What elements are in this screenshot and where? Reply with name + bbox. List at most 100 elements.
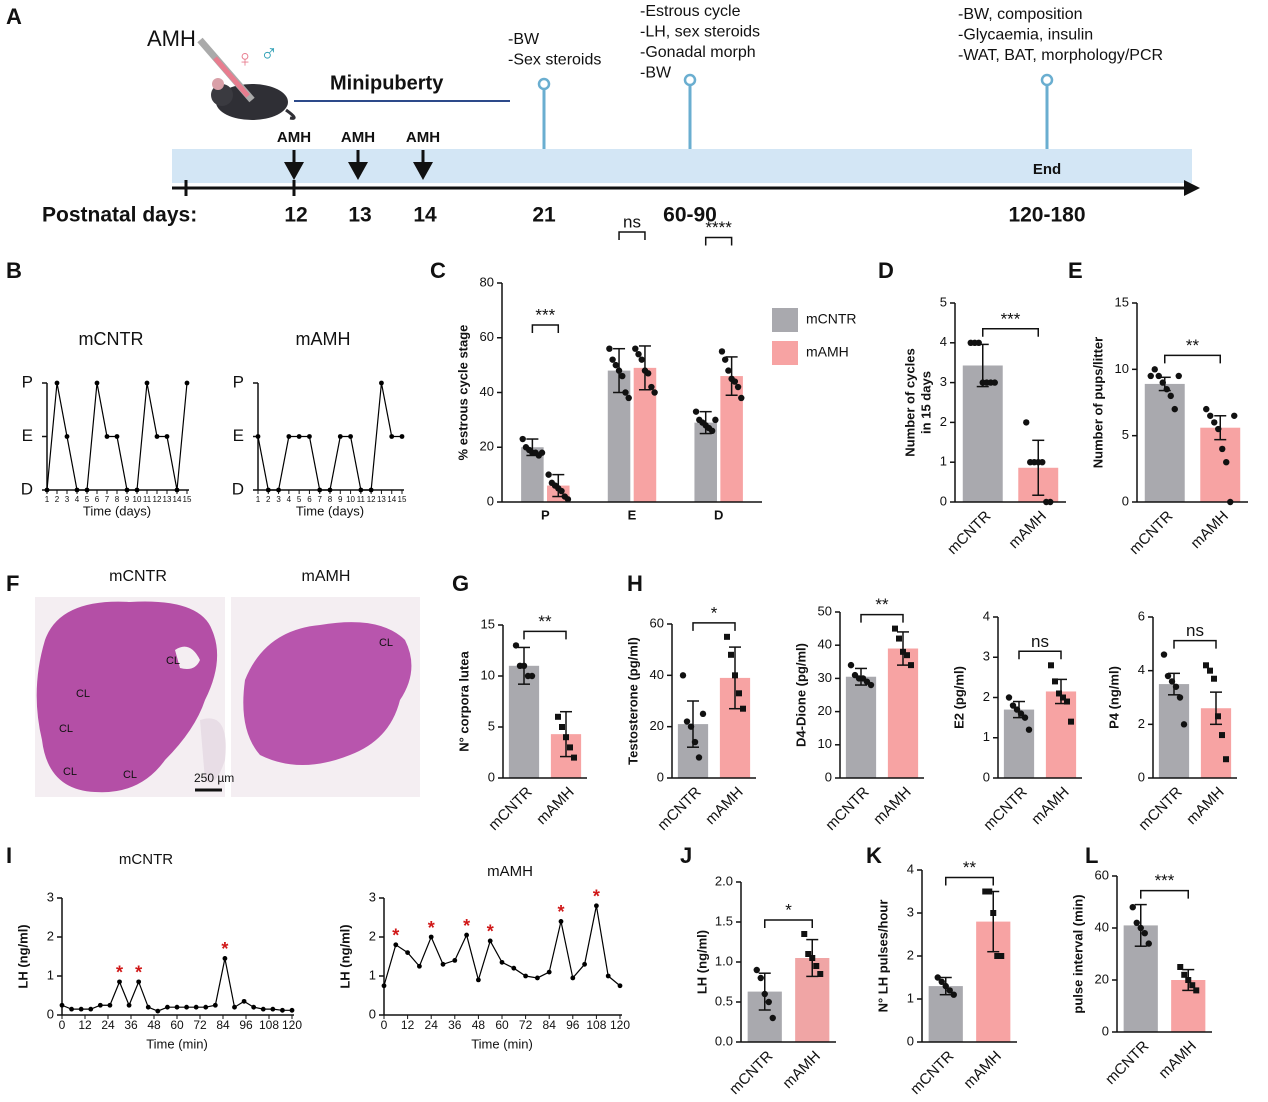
y-tick-label: 2 [1138, 716, 1145, 731]
y-tick-label: P [22, 372, 33, 391]
day-label: 14 [413, 204, 437, 227]
x-tick-label: 9 [125, 495, 130, 504]
x-tick-label: 5 [297, 495, 302, 504]
data-point [212, 1002, 218, 1008]
data-point [379, 380, 384, 386]
injection-arrowhead [284, 162, 304, 180]
data-point [632, 345, 639, 352]
y-tick-label: 6 [1138, 608, 1145, 623]
data-point [193, 1004, 199, 1010]
data-point [692, 408, 700, 415]
x-tick-label: 14 [387, 495, 396, 504]
data-point [1013, 706, 1021, 713]
y-tick-label: 20 [1095, 971, 1109, 986]
x-tick-label: 24 [101, 1018, 115, 1032]
data-point [174, 1004, 180, 1010]
bar [720, 376, 743, 502]
data-point [1025, 726, 1033, 733]
data-point [555, 713, 561, 720]
bar [1003, 709, 1035, 778]
x-tick-label: mAMH [1028, 784, 1072, 828]
legend-label: mCNTR [806, 311, 857, 327]
x-axis-label: Time (days) [296, 503, 364, 518]
y-axis-label: N° LH pulses/hour [875, 900, 890, 1013]
x-tick-label: mCNTR [1135, 783, 1185, 833]
data-point [499, 959, 505, 965]
data-point [1215, 713, 1221, 720]
data-point [558, 919, 564, 924]
y-tick-label: 0 [1138, 769, 1145, 784]
ovary-section [36, 601, 218, 793]
data-point [683, 718, 691, 725]
y-tick-label: 0.5 [715, 993, 733, 1008]
data-point [622, 389, 629, 396]
data-point [136, 979, 142, 985]
data-point [769, 1014, 776, 1022]
y-tick-label: 80 [480, 274, 494, 289]
significance-label: ** [963, 858, 977, 877]
data-point [232, 1004, 237, 1010]
panel-letter: L [1085, 843, 1098, 868]
data-point [381, 983, 387, 989]
data-point [731, 378, 739, 385]
day-label: 13 [348, 204, 371, 227]
injections: AMH 12 AMH 13 AMH 14 [277, 129, 440, 227]
x-tick-label: 1 [45, 495, 50, 504]
x-tick-label: 12 [153, 495, 162, 504]
x-tick-label: 3 [276, 495, 281, 504]
chart-title: mAMH [296, 329, 351, 349]
data-point [1009, 702, 1017, 709]
y-tick-label: 3 [940, 374, 947, 389]
data-point [512, 642, 520, 649]
x-tick-label: 12 [78, 1018, 92, 1032]
x-tick-label: 60 [170, 1018, 184, 1032]
data-point [1176, 694, 1184, 701]
y-tick-label: 60 [650, 615, 664, 630]
x-tick-label: mAMH [702, 784, 746, 828]
data-point [1060, 694, 1066, 701]
data-point [289, 1007, 295, 1013]
x-tick-label: 7 [317, 495, 322, 504]
data-point [975, 339, 982, 346]
data-point [54, 380, 60, 386]
significance-label: ns [1186, 621, 1204, 640]
data-point [1171, 405, 1178, 413]
y-tick-label: 0 [1122, 493, 1129, 508]
bar [694, 422, 717, 502]
y-tick-label: 0 [1102, 1023, 1109, 1038]
data-point [708, 427, 716, 435]
data-point [286, 434, 292, 439]
data-point [1137, 924, 1144, 932]
data-point [1203, 405, 1210, 413]
y-tick-label: 2 [47, 928, 54, 943]
x-tick-label: 48 [472, 1018, 486, 1032]
x-tick-label: mAMH [960, 1048, 1004, 1092]
significance-bracket [1164, 354, 1221, 364]
data-point [625, 394, 632, 402]
data-point [1159, 379, 1166, 386]
data-point [1211, 675, 1217, 682]
x-tick-label: 72 [193, 1018, 207, 1032]
x-tick-label: 9 [338, 495, 343, 504]
data-point [1021, 714, 1029, 721]
y-tick-label: 0 [825, 769, 832, 784]
data-point [222, 956, 228, 961]
milestone-note: -WAT, BAT, morphology/PCR [958, 47, 1163, 64]
data-point [265, 487, 271, 493]
data-point [934, 974, 941, 981]
y-tick-label: 0 [369, 1006, 376, 1021]
y-tick-label: 3 [983, 649, 990, 664]
y-axis-label: LH (ng/ml) [337, 924, 352, 988]
data-point [241, 998, 247, 1004]
y-tick-label: P [233, 372, 244, 391]
y-tick-label: 2.0 [715, 873, 733, 888]
bar [1045, 691, 1077, 778]
peak-marker: * [593, 887, 600, 907]
y-tick-label: E [22, 426, 33, 445]
axis-label: Postnatal days: [42, 204, 197, 227]
y-tick-label: 40 [650, 667, 664, 682]
data-point [998, 953, 1005, 959]
data-point [1193, 987, 1200, 994]
chart-title: mCNTR [79, 329, 144, 349]
y-axis-label: Testosterone (pg/ml) [625, 637, 640, 765]
